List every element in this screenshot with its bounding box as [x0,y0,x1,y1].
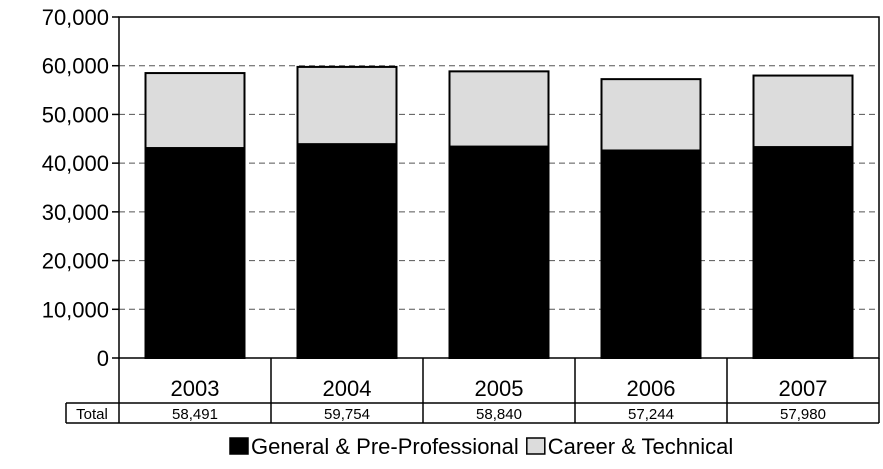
bar-career-2004 [296,65,398,146]
legend: General & Pre-Professional Career & Techn… [229,434,733,459]
table-row-label: Total [76,406,108,423]
y-tick-label: 50,000 [42,102,109,127]
y-tick-label: 70,000 [42,5,109,30]
total-value: 58,491 [172,406,218,423]
bar-general-2004 [296,143,398,359]
axes [118,16,880,359]
total-value: 59,754 [324,406,370,423]
x-tick-label: 2007 [779,376,828,401]
y-tick-label: 0 [97,346,109,371]
bar-general-2005 [448,145,550,359]
legend-label-general: General & Pre-Professional [251,434,519,459]
x-tick-label: 2005 [475,376,524,401]
total-value: 57,244 [628,406,674,423]
bar-career-2005 [448,70,550,148]
total-value: 58,840 [476,406,522,423]
y-axis-ticks: 0 10,000 20,000 30,000 40,000 50,000 60,000 70,… [42,5,119,371]
y-tick-label: 20,000 [42,249,109,274]
legend-swatch-career [526,437,546,455]
y-tick-label: 40,000 [42,151,109,176]
y-tick-label: 30,000 [42,200,109,225]
x-tick-label: 2003 [171,376,220,401]
bar-career-2003 [144,72,246,150]
x-tick-label: 2004 [323,376,372,401]
legend-swatch-general [229,437,249,455]
bar-general-2003 [144,147,246,359]
total-value: 57,980 [780,406,826,423]
x-tick-label: 2006 [627,376,676,401]
bar-general-2007 [752,146,854,359]
bars [144,65,854,359]
bar-career-2007 [752,74,854,149]
y-tick-label: 60,000 [42,54,109,79]
y-tick-label: 10,000 [42,297,109,322]
legend-label-career: Career & Technical [548,434,733,459]
bar-general-2006 [600,149,702,359]
bar-career-2006 [600,78,702,152]
plot-frame [118,16,880,359]
data-table: Total 2003 58,491 2004 59,754 2005 58,840 2006 5… [65,358,880,424]
